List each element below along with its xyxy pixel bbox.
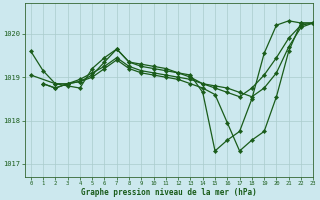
X-axis label: Graphe pression niveau de la mer (hPa): Graphe pression niveau de la mer (hPa): [81, 188, 257, 197]
